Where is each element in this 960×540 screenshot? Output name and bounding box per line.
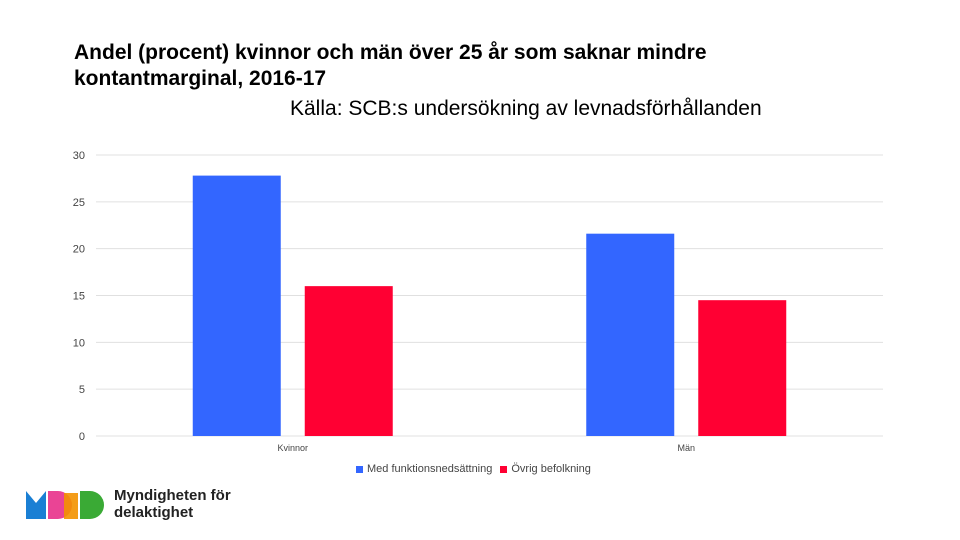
legend-swatch-series-2: [500, 465, 508, 473]
bar-1-2: [586, 233, 675, 436]
logo-line2: delaktighet: [114, 504, 194, 521]
bar-1-1: [192, 175, 281, 436]
y-axis-ticks: 0 5 10 15 20 25 30: [73, 150, 85, 443]
bars: [192, 175, 787, 436]
legend: Med funktionsnedsättning Övrig befolknin…: [356, 463, 591, 475]
y-tick-label: 10: [73, 337, 85, 349]
legend-item-series-2: Övrig befolkning: [500, 463, 591, 475]
mfd-logo-text: Myndigheten för delaktighet: [114, 487, 231, 521]
bar-2-1: [304, 286, 393, 436]
chart-title-line1: Andel (procent) kvinnor och män över 25 …: [74, 41, 707, 64]
x-tick-label: Kvinnor: [277, 443, 308, 453]
legend-label-series-2: Övrig befolkning: [511, 463, 591, 475]
chart-title-line2: kontantmarginal, 2016-17: [74, 67, 327, 90]
mfd-logo-mark-icon: [26, 491, 104, 519]
y-tick-label: 15: [73, 291, 85, 303]
bar-2-2: [698, 300, 787, 436]
chart-subtitle: Källa: SCB:s undersökning av levnadsförh…: [290, 97, 762, 120]
logo-line1: Myndigheten för: [114, 487, 231, 504]
x-axis-labels: Kvinnor Män: [277, 443, 695, 453]
y-tick-label: 20: [73, 244, 85, 256]
x-tick-label: Män: [677, 443, 695, 453]
legend-item-series-1: Med funktionsnedsättning: [356, 463, 492, 475]
chart-title: Andel (procent) kvinnor och män över 25 …: [74, 40, 874, 92]
y-tick-label: 0: [79, 431, 85, 443]
y-tick-label: 30: [73, 150, 85, 162]
y-tick-label: 5: [79, 384, 85, 396]
legend-label-series-1: Med funktionsnedsättning: [367, 463, 493, 475]
y-tick-label: 25: [73, 197, 85, 209]
mfd-logo: Myndigheten för delaktighet: [26, 487, 231, 521]
legend-swatch-series-1: [356, 465, 363, 473]
